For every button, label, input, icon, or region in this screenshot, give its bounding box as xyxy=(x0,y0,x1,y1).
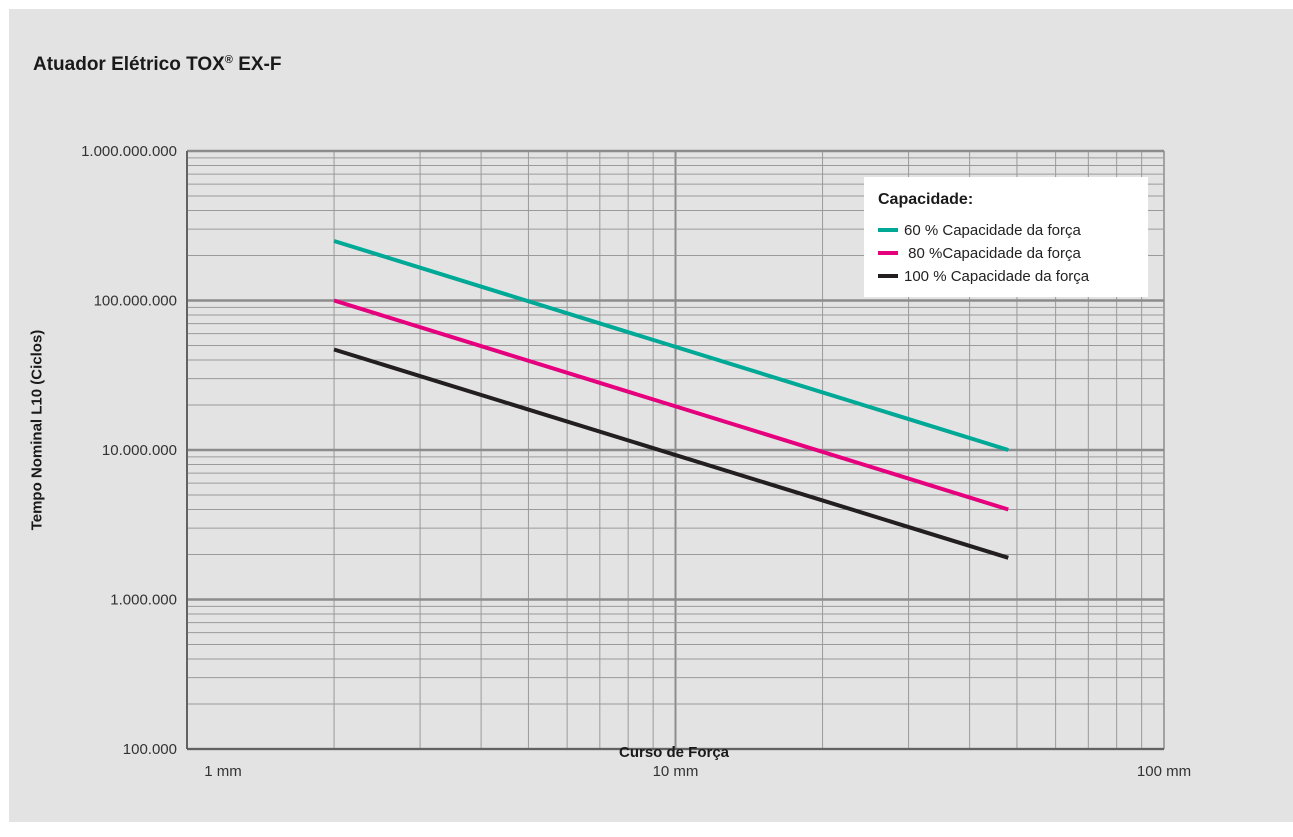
legend-label: 100 % Capacidade da força xyxy=(904,267,1090,285)
series-line-3 xyxy=(333,347,1009,560)
legend-label: 60 % Capacidade da força xyxy=(904,221,1081,239)
y-axis-label: Tempo Nominal L10 (Ciclos) xyxy=(28,329,46,531)
x-tick-label: 1 mm xyxy=(204,763,242,780)
series-line-2 xyxy=(333,298,1009,512)
legend-swatch xyxy=(878,251,898,255)
chart-title: Atuador Elétrico TOX® EX-F xyxy=(33,54,281,76)
y-tick-label: 1.000.000.000 xyxy=(81,143,177,160)
legend-label: 80 %Capacidade da força xyxy=(904,244,1081,262)
chart-title-text: Atuador Elétrico TOX xyxy=(33,54,225,75)
x-tick-labels: 1 mm 10 mm 100 mm xyxy=(204,763,1191,780)
x-tick-label: 10 mm xyxy=(653,763,699,780)
x-tick-label: 100 mm xyxy=(1137,763,1191,780)
y-tick-label: 1.000.000 xyxy=(110,592,177,609)
registered-mark: ® xyxy=(224,54,233,66)
legend: Capacidade: 60 % Capacidade da força 80 … xyxy=(864,177,1148,297)
legend-item: 100 % Capacidade da força xyxy=(878,266,1089,286)
chart-title-suffix: EX-F xyxy=(238,54,282,75)
legend-swatch xyxy=(878,228,898,232)
legend-swatch xyxy=(878,274,898,278)
y-tick-labels: 1.000.000.000 100.000.000 10.000.000 1.000.… xyxy=(81,143,177,758)
y-tick-label: 100.000 xyxy=(123,741,177,758)
series-lines xyxy=(333,239,1009,560)
series-line-1 xyxy=(333,239,1009,452)
legend-item: 80 %Capacidade da força xyxy=(878,243,1081,263)
y-tick-label: 100.000.000 xyxy=(94,293,177,310)
x-axis-label: Curso de Força xyxy=(618,744,730,761)
y-tick-label: 10.000.000 xyxy=(102,442,177,459)
legend-title: Capacidade: xyxy=(878,191,974,208)
legend-item: 60 % Capacidade da força xyxy=(878,220,1081,240)
